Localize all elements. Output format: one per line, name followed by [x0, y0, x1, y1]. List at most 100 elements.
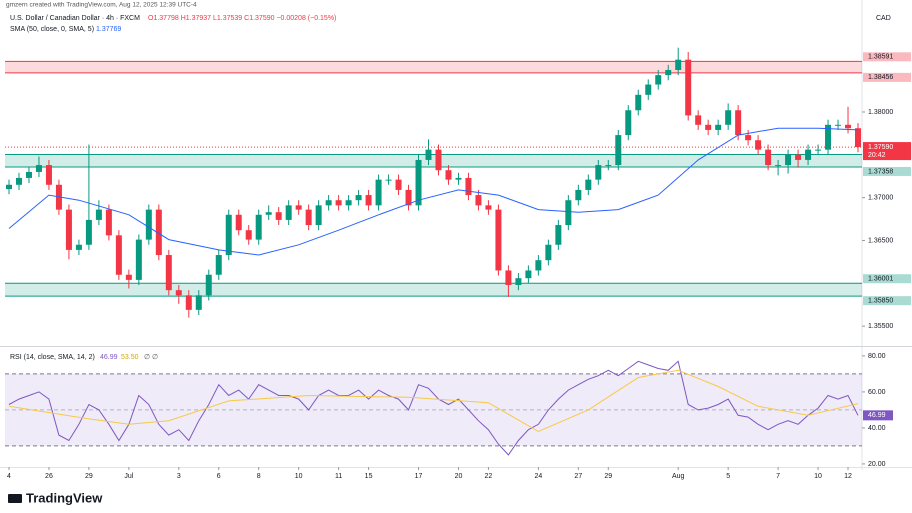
x-tick-label: 29	[604, 473, 612, 480]
x-tick-label: 5	[726, 473, 730, 480]
zone-label: 1.37358	[868, 168, 893, 175]
sma-line	[8, 127, 859, 256]
sma-legend: SMA (50, close, 0, SMA, 5)	[10, 26, 94, 33]
candle-body	[405, 189, 412, 206]
candle-body	[135, 239, 142, 280]
x-tick-label: 3	[177, 473, 181, 480]
candle-body	[595, 165, 602, 180]
zone-label-box	[863, 72, 911, 82]
candle-body	[655, 75, 662, 85]
zone-label-box	[863, 52, 911, 62]
ohlc: O1.37798 H1.37937 L1.37539 C1.37590 −0.0…	[148, 15, 336, 22]
y-tick-label: 20.00	[868, 461, 886, 468]
x-tick-label: 10	[295, 473, 303, 480]
candle-body	[565, 200, 572, 226]
candle-body	[65, 209, 72, 250]
zone-label: 1.38591	[868, 54, 893, 61]
y-tick-label: 1.35500	[868, 323, 893, 330]
y-tick-label: 1.37000	[868, 194, 893, 201]
candle-body	[375, 179, 382, 206]
candle-body	[245, 230, 252, 240]
candle-body	[765, 149, 772, 166]
candle-body	[665, 69, 672, 76]
x-tick-label: 26	[45, 473, 53, 480]
x-tick-label: 8	[257, 473, 261, 480]
last-price-box	[863, 142, 911, 161]
x-tick-label: 24	[534, 473, 542, 480]
candle-body	[605, 165, 612, 167]
candle-body	[15, 177, 22, 185]
rsi-value: 46.99	[100, 354, 118, 361]
last-price-label: 1.37590	[868, 144, 893, 151]
candle-body	[805, 149, 812, 160]
candle-body	[695, 115, 702, 125]
candle-body	[35, 165, 42, 172]
zone-label: 1.36001	[868, 276, 893, 283]
y-tick-label: 80.00	[868, 353, 886, 360]
x-tick-label: 22	[485, 473, 493, 480]
candle-body	[105, 209, 112, 236]
x-tick-label: Aug	[672, 473, 685, 480]
y-tick-label: 60.00	[868, 389, 886, 396]
zone	[5, 154, 862, 167]
candle-body	[45, 165, 52, 185]
candle-body	[645, 84, 652, 95]
candle-body	[5, 184, 12, 190]
candle-body	[465, 177, 472, 196]
candle-body	[855, 128, 862, 148]
candle-body	[485, 205, 492, 210]
candle-body	[215, 255, 222, 275]
candle-body	[345, 200, 352, 206]
candle-body	[415, 159, 422, 206]
candle-body	[745, 135, 752, 141]
candle-body	[365, 195, 372, 206]
candle-body	[315, 205, 322, 226]
candle-body	[755, 140, 762, 150]
candle-body	[25, 171, 32, 178]
rsi-line	[8, 360, 859, 456]
y-tick-label: 40.00	[868, 425, 886, 432]
candle-body	[295, 205, 302, 210]
rsi-value-box	[863, 410, 893, 421]
x-tick-label: 4	[7, 473, 11, 480]
candle-body	[75, 244, 82, 250]
zone	[5, 61, 862, 73]
x-tick-label: 7	[776, 473, 780, 480]
x-tick-label: 15	[365, 473, 373, 480]
candle-body	[515, 278, 522, 286]
candle-body	[185, 295, 192, 310]
countdown: 20:42	[868, 152, 886, 159]
x-tick-label: 6	[217, 473, 221, 480]
candle-body	[225, 214, 232, 256]
candle-body	[525, 270, 532, 279]
sma-value: 1.37769	[96, 26, 121, 33]
rsi-value-label: 46.99	[868, 412, 886, 419]
candle-body	[675, 59, 682, 70]
candle-body	[385, 179, 392, 181]
candle-body	[835, 124, 842, 126]
candle-body	[785, 154, 792, 166]
rsi-empty: ∅ ∅	[144, 354, 158, 361]
zone-label: 1.35850	[868, 298, 893, 305]
candle-body	[825, 124, 832, 150]
candle-body	[555, 225, 562, 245]
candle-body	[195, 295, 202, 310]
candle-body	[125, 274, 132, 280]
rsi-sma-value: 53.50	[121, 354, 139, 361]
candle-body	[115, 235, 122, 275]
candle-body	[255, 214, 262, 240]
candle-body	[145, 209, 152, 240]
candle-body	[535, 260, 542, 271]
candle-body	[795, 154, 802, 160]
candle-body	[95, 209, 102, 220]
zone-label-box	[863, 166, 911, 176]
symbol: U.S. Dollar / Canadian Dollar · 4h · FXC…	[10, 15, 140, 22]
candle-body	[575, 189, 582, 201]
candle-body	[265, 212, 272, 215]
candle-body	[455, 177, 462, 180]
candle-body	[635, 94, 642, 111]
x-tick-label: 29	[85, 473, 93, 480]
candle-body	[155, 209, 162, 256]
